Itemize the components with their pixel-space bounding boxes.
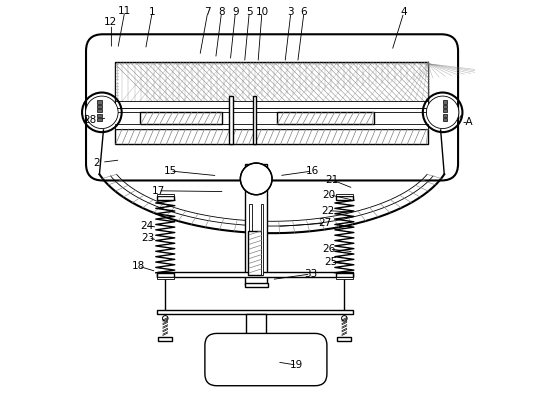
Bar	[140, 113, 222, 124]
Bar	[115, 129, 428, 144]
Text: 24: 24	[140, 221, 153, 231]
Text: 11: 11	[118, 6, 131, 16]
Bar	[443, 101, 448, 104]
Bar	[97, 118, 102, 121]
Bar	[249, 231, 263, 275]
Bar	[443, 114, 448, 117]
Bar	[97, 105, 102, 108]
Bar	[253, 97, 257, 144]
Text: 21: 21	[325, 175, 338, 185]
Bar	[116, 63, 428, 109]
Text: 18: 18	[132, 261, 145, 271]
Text: 1: 1	[149, 8, 156, 18]
Text: 2: 2	[93, 158, 100, 168]
Bar	[157, 196, 174, 200]
Bar	[157, 310, 353, 314]
Text: 9: 9	[232, 8, 239, 18]
Text: 12: 12	[104, 17, 117, 27]
Bar	[443, 105, 448, 108]
Bar	[115, 109, 428, 113]
Bar	[229, 97, 233, 144]
Text: 3: 3	[288, 8, 294, 18]
Bar	[443, 118, 448, 121]
Bar	[336, 194, 353, 196]
Bar	[158, 337, 172, 342]
Bar	[244, 283, 268, 286]
FancyBboxPatch shape	[86, 34, 458, 180]
Text: 22: 22	[321, 205, 335, 215]
Text: 7: 7	[204, 8, 211, 18]
Bar	[97, 101, 102, 104]
FancyBboxPatch shape	[205, 334, 327, 386]
Bar	[277, 113, 374, 124]
Text: 23: 23	[142, 233, 155, 243]
Bar	[261, 204, 263, 275]
Bar	[157, 194, 174, 196]
Bar	[115, 101, 428, 109]
Bar	[115, 124, 428, 129]
Bar	[97, 109, 102, 113]
Text: 5: 5	[246, 8, 253, 18]
Text: 4: 4	[401, 8, 407, 18]
Text: 27: 27	[318, 218, 331, 228]
Bar	[336, 273, 353, 277]
Circle shape	[427, 96, 459, 128]
Text: 10: 10	[255, 8, 269, 18]
Bar	[97, 114, 102, 117]
Text: 15: 15	[163, 166, 177, 176]
Bar	[443, 109, 448, 113]
Bar	[336, 196, 353, 200]
Text: 8: 8	[218, 8, 225, 18]
Text: 25: 25	[324, 257, 337, 267]
Text: 33: 33	[304, 269, 317, 279]
Bar	[246, 314, 266, 347]
Text: 6: 6	[301, 8, 307, 18]
Bar	[157, 273, 174, 277]
Text: -A: -A	[462, 117, 473, 127]
Bar	[336, 277, 353, 279]
Bar	[249, 204, 252, 275]
Bar	[157, 277, 174, 279]
Circle shape	[240, 163, 272, 195]
Text: 17: 17	[151, 186, 165, 196]
Text: 28: 28	[84, 115, 97, 125]
Circle shape	[86, 96, 118, 128]
Bar	[115, 61, 428, 109]
Bar	[245, 164, 267, 285]
Text: 19: 19	[290, 360, 304, 370]
Bar	[337, 337, 351, 342]
Text: 16: 16	[306, 166, 319, 176]
Text: 26: 26	[322, 244, 336, 254]
Bar	[157, 272, 353, 277]
Text: 20: 20	[323, 190, 336, 200]
